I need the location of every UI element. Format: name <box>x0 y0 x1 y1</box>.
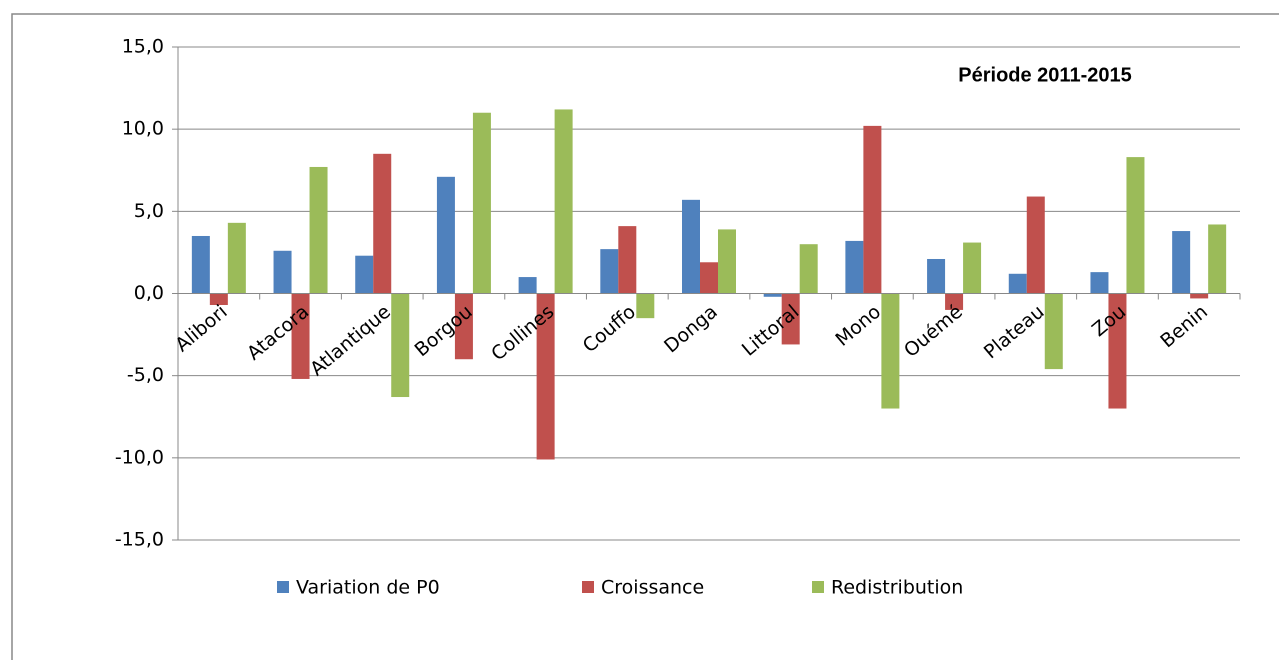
bar <box>454 293 473 360</box>
bar <box>1108 293 1127 409</box>
bar <box>863 125 882 294</box>
bar <box>391 293 410 398</box>
bar <box>554 109 573 294</box>
bar <box>1190 293 1209 299</box>
bar <box>636 293 655 319</box>
bar <box>799 244 818 294</box>
bar <box>291 293 310 379</box>
legend-swatch <box>277 581 289 593</box>
bar <box>763 293 782 297</box>
bar <box>373 153 392 294</box>
chart-frame <box>11 13 1279 660</box>
bar <box>1044 293 1063 370</box>
y-tick-label: 10,0 <box>122 118 164 140</box>
legend-label: Redistribution <box>831 577 963 599</box>
bar <box>1008 273 1027 294</box>
bar <box>781 293 800 345</box>
y-tick-label: -5,0 <box>127 364 164 386</box>
bar <box>618 226 637 294</box>
bar <box>227 222 246 294</box>
bar <box>1172 231 1191 294</box>
bar <box>927 258 946 294</box>
legend-swatch <box>582 581 594 593</box>
bar <box>1126 157 1145 294</box>
y-tick-label: 0,0 <box>134 282 164 304</box>
y-tick-label: 15,0 <box>122 36 164 58</box>
bar <box>536 293 555 460</box>
bar <box>881 293 900 409</box>
annotation: Période 2011-2015 <box>958 64 1131 86</box>
bar <box>845 240 864 294</box>
bar <box>209 293 228 306</box>
legend-label: Variation de P0 <box>296 577 440 599</box>
bar <box>355 255 374 294</box>
bar <box>436 176 455 294</box>
bar <box>700 262 718 294</box>
bar <box>1208 224 1227 294</box>
bar <box>963 242 982 294</box>
bar <box>472 112 491 294</box>
bar <box>718 229 736 294</box>
bar <box>682 199 700 294</box>
bar <box>600 249 619 294</box>
bar <box>273 250 292 294</box>
y-tick-label: -10,0 <box>115 446 164 468</box>
y-tick-label: -15,0 <box>115 529 164 551</box>
y-tick-label: 5,0 <box>134 200 164 222</box>
bar <box>191 235 210 294</box>
legend-label: Croissance <box>601 577 704 599</box>
bar <box>1026 196 1045 294</box>
bar <box>309 166 328 294</box>
bar <box>1090 272 1109 294</box>
legend-swatch <box>812 581 824 593</box>
bar <box>518 277 537 294</box>
bar <box>945 293 964 310</box>
